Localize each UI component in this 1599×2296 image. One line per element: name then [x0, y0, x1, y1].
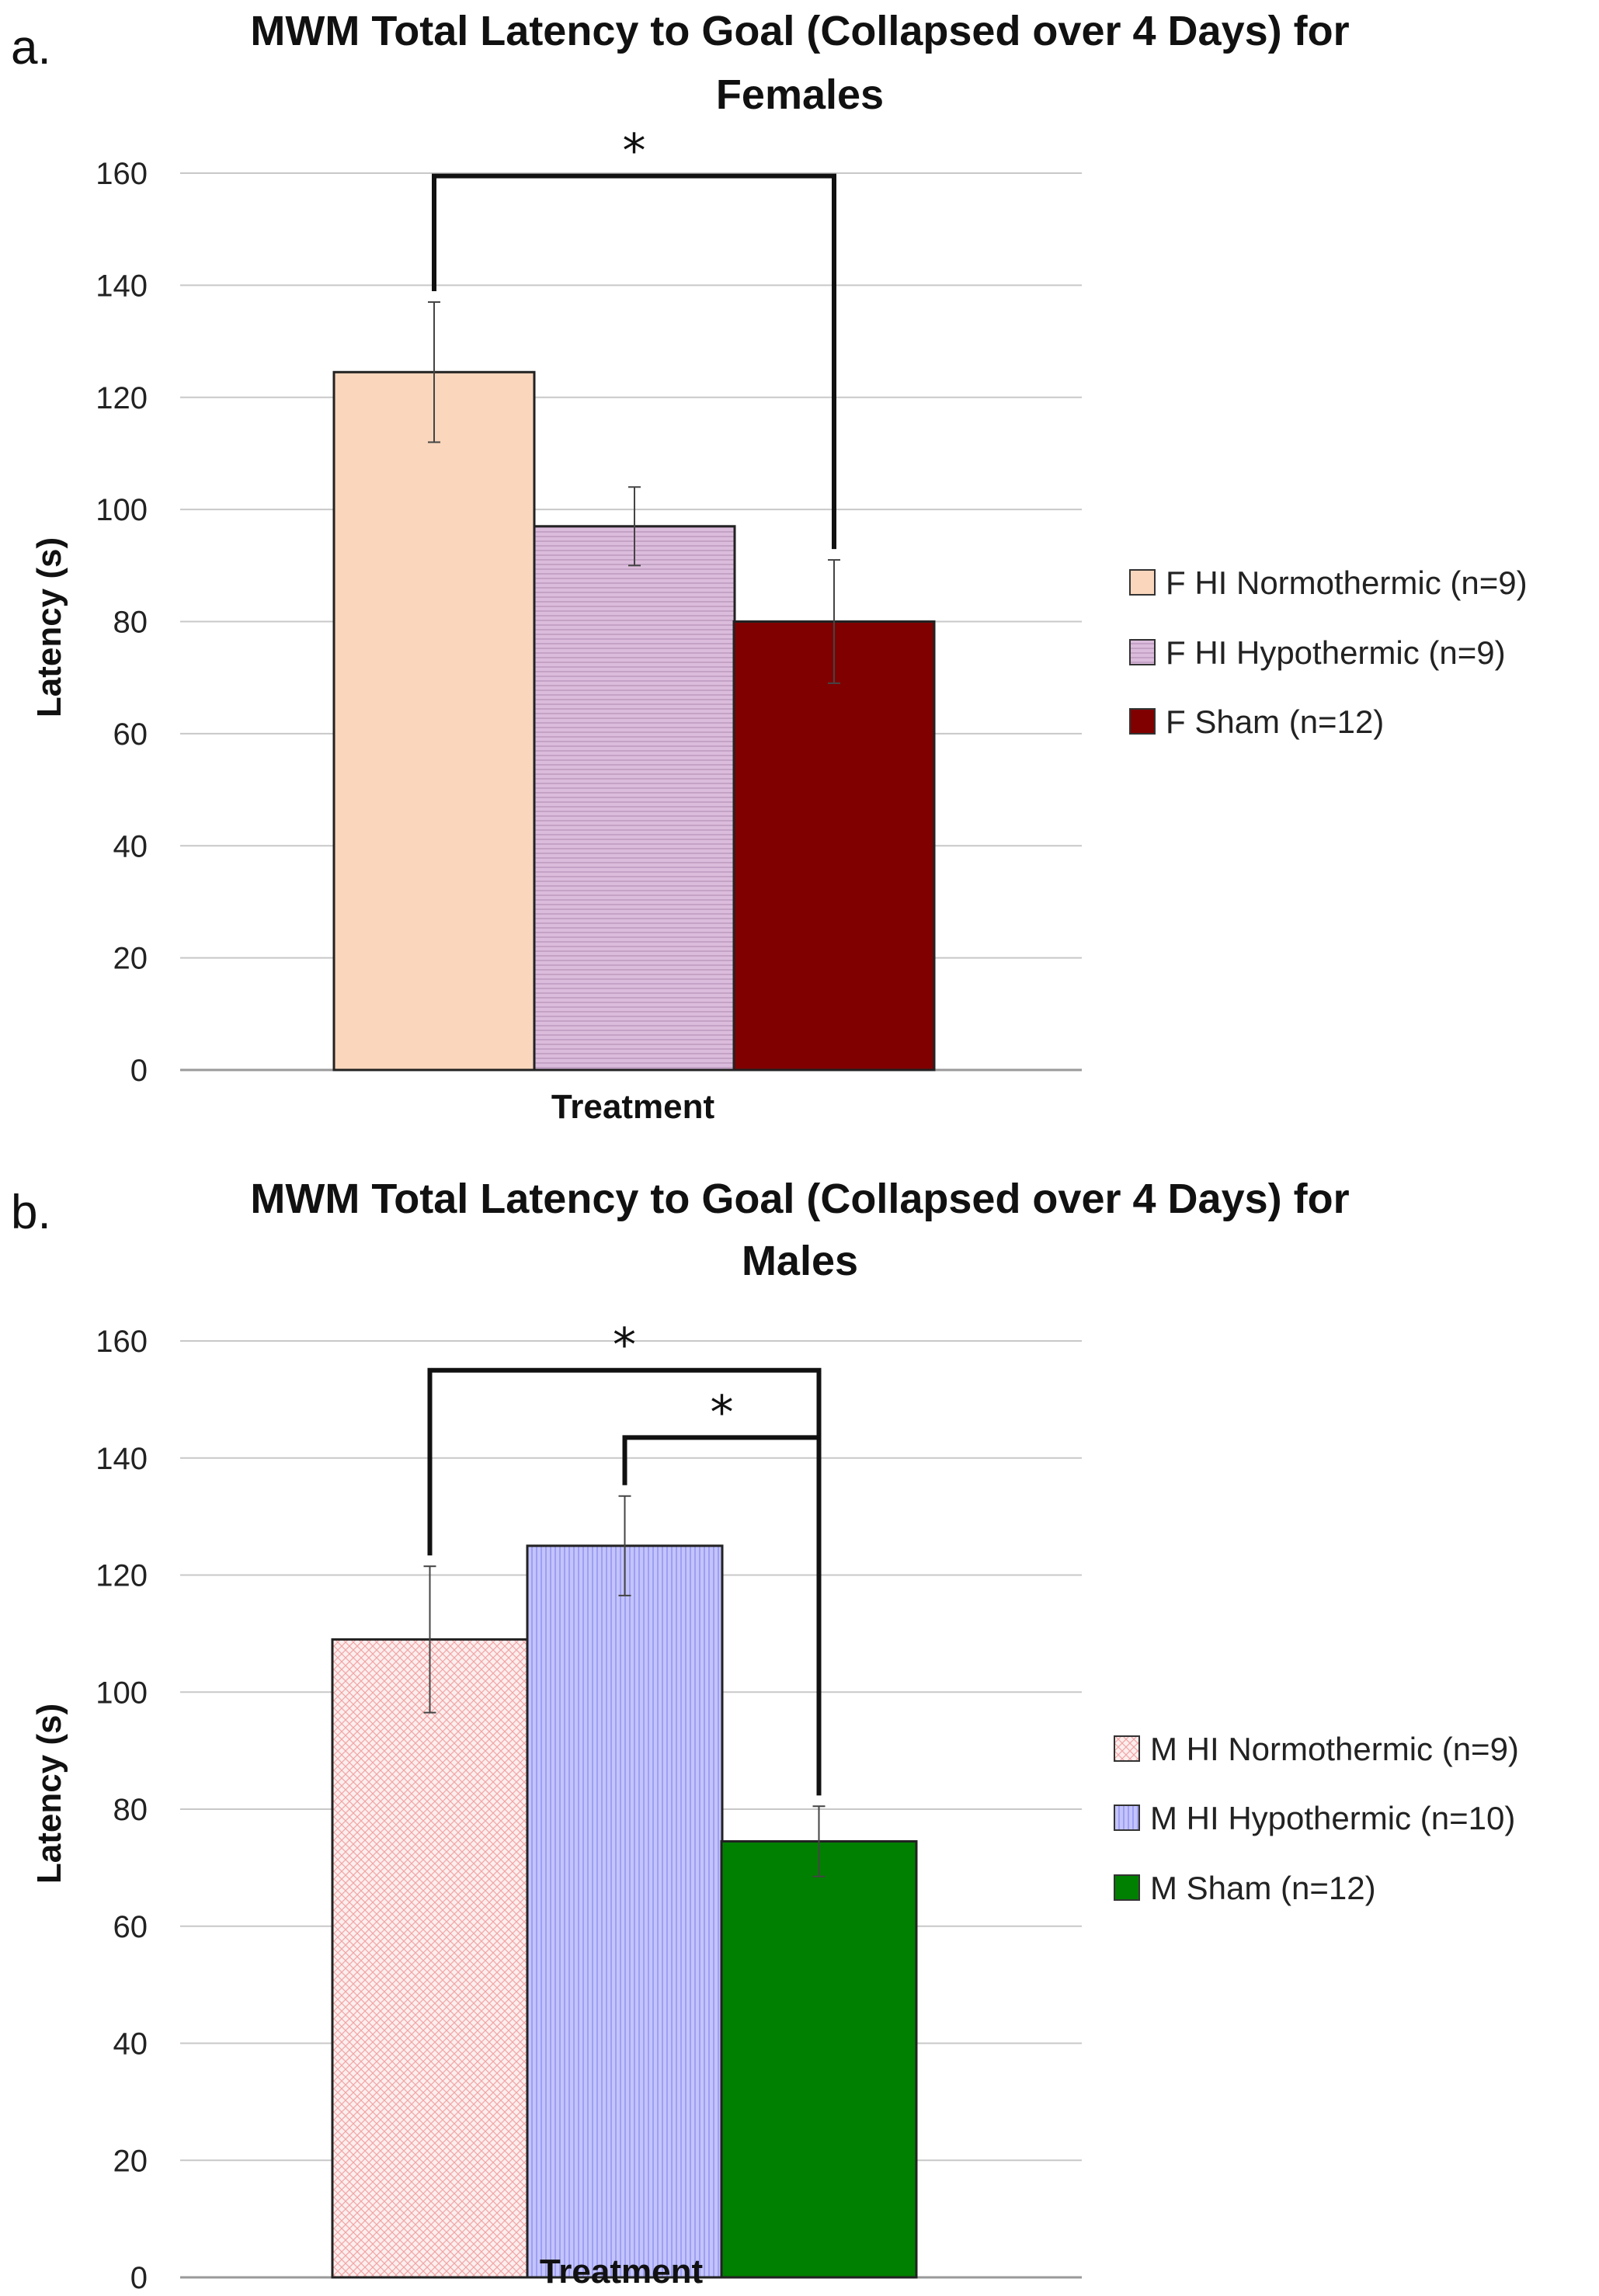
bar-3: [732, 620, 936, 1072]
chart-title-line-1: MWM Total Latency to Goal (Collapsed ove…: [250, 1176, 1349, 1222]
y-tick-label: 80: [113, 606, 148, 640]
legend-label: M HI Normothermic (n=9): [1150, 1731, 1519, 1767]
legend-label: M Sham (n=12): [1150, 1870, 1376, 1906]
bar-2: [533, 525, 736, 1072]
y-tick-label: 100: [96, 493, 148, 527]
x-axis-title: Treatment: [540, 2253, 704, 2291]
legend-item-2: F HI Hypothermic (n=9): [1129, 634, 1506, 671]
y-tick-label: 20: [113, 942, 148, 976]
significance-bracket-1: *: [432, 124, 836, 550]
y-tick-label: 0: [130, 1054, 148, 1088]
y-tick-label: 140: [96, 269, 148, 303]
chart-title-line-2: Females: [716, 71, 884, 118]
y-tick-label: 60: [113, 1910, 148, 1944]
legend-label: F HI Normothermic (n=9): [1166, 564, 1528, 601]
chart-title-line-1: MWM Total Latency to Goal (Collapsed ove…: [250, 8, 1349, 54]
panel-label-b: b.: [11, 1186, 51, 1239]
significance-star: *: [623, 124, 646, 179]
legend-swatch: [1129, 569, 1156, 596]
y-axis-ticks: 0 20 40 60 80 100 120 140 160: [96, 157, 148, 1088]
significance-brackets: *: [432, 124, 836, 550]
y-tick-label: 100: [96, 1676, 148, 1710]
bar-1: [332, 370, 536, 1072]
error-bar-2: [628, 486, 641, 567]
y-tick-label: 40: [113, 829, 148, 863]
legend-label: F HI Hypothermic (n=9): [1166, 634, 1506, 671]
significance-brackets: **: [427, 1318, 822, 1796]
legend-item-2: M HI Hypothermic (n=10): [1114, 1800, 1515, 1836]
y-tick-label: 40: [113, 2027, 148, 2062]
legend-item-1: M HI Normothermic (n=9): [1114, 1731, 1519, 1767]
chart-females: a. MWM Total Latency to Goal (Collapsed …: [11, 8, 1528, 1126]
y-tick-label: 140: [96, 1442, 148, 1476]
error-bar-3: [828, 559, 840, 684]
significance-star: *: [711, 1385, 734, 1440]
error-bar-1: [428, 301, 440, 443]
chart-males: b. MWM Total Latency to Goal (Collapsed …: [11, 1176, 1519, 2295]
error-bar-2: [618, 1495, 631, 1596]
y-tick-label: 0: [130, 2261, 148, 2295]
error-bar-1: [423, 1565, 436, 1714]
legend-item-3: M Sham (n=12): [1114, 1870, 1376, 1906]
legend-swatch: [1129, 639, 1156, 665]
significance-bracket-2: *: [622, 1385, 822, 1796]
bars: [331, 1544, 918, 2279]
x-axis-title: Treatment: [551, 1088, 715, 1126]
significance-star: *: [613, 1318, 636, 1373]
legend-swatch: [1114, 1735, 1140, 1762]
y-tick-label: 160: [96, 1325, 148, 1359]
y-tick-label: 120: [96, 1559, 148, 1593]
y-axis-title: Latency (s): [30, 1704, 68, 1884]
chart-title-line-2: Males: [742, 1238, 858, 1284]
bars: [332, 370, 936, 1072]
error-bar-3: [812, 1805, 826, 1877]
y-tick-label: 160: [96, 157, 148, 191]
legend-swatch: [1129, 708, 1156, 735]
y-tick-label: 120: [96, 381, 148, 415]
legend: F HI Normothermic (n=9) F HI Hypothermic …: [1129, 564, 1528, 740]
legend-label: F Sham (n=12): [1166, 703, 1384, 740]
legend-item-1: F HI Normothermic (n=9): [1129, 564, 1528, 601]
panel-label-a: a.: [11, 21, 51, 75]
legend-swatch: [1114, 1804, 1140, 1831]
y-tick-label: 60: [113, 717, 148, 752]
bar-1: [331, 1638, 529, 2279]
y-axis-title: Latency (s): [30, 537, 68, 717]
y-tick-label: 20: [113, 2144, 148, 2178]
y-tick-label: 80: [113, 1793, 148, 1827]
bar-3: [720, 1839, 918, 2279]
y-axis-ticks: 0 20 40 60 80 100 120 140 160: [96, 1325, 148, 2295]
legend: M HI Normothermic (n=9) M HI Hypothermic …: [1114, 1731, 1519, 1906]
bar-2: [526, 1544, 724, 2279]
legend-swatch: [1114, 1874, 1140, 1901]
error-bars: [428, 301, 840, 684]
legend-item-3: F Sham (n=12): [1129, 703, 1384, 740]
legend-label: M HI Hypothermic (n=10): [1150, 1800, 1515, 1836]
error-bars: [423, 1495, 826, 1877]
